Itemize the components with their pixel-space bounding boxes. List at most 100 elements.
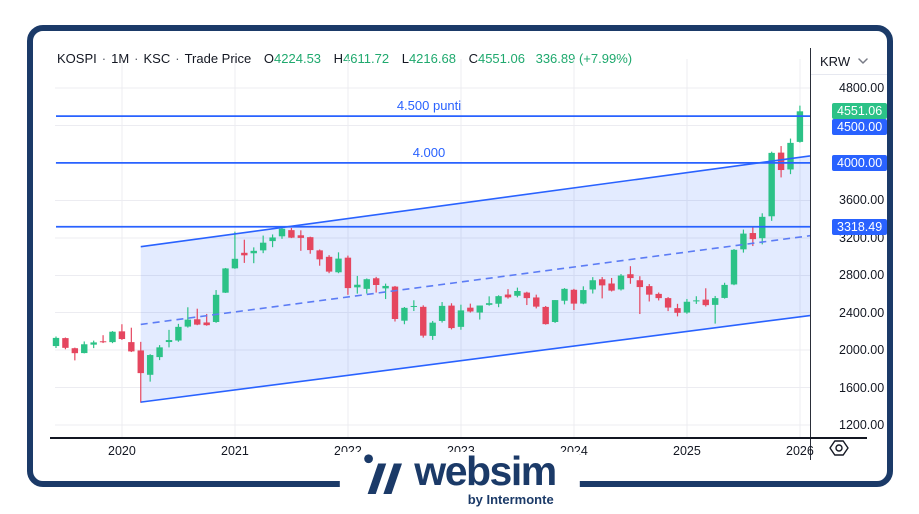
price-level-label: 4.000 [413,145,446,160]
candle-body [203,322,210,326]
candle-body [71,348,79,354]
candle-body [476,305,483,313]
candle-body [533,297,540,307]
candle-body [457,310,465,327]
candle-body [401,307,408,321]
price-scale-settings-icon[interactable] [828,439,850,462]
candle-body [693,300,700,302]
candle-body [372,278,380,286]
candle-body [241,252,248,256]
candle-body [194,319,201,325]
last-price-label: 4551.06 [832,103,887,120]
candle-body [137,350,144,374]
candle-body [542,306,549,325]
channel-top-line[interactable] [140,155,810,248]
interval-label[interactable]: 1M [111,51,130,66]
open-value: 4224.53 [274,51,322,66]
candle-body [514,290,521,296]
year-tick: 2026 [786,444,814,458]
candle-body [99,341,107,343]
candle-body [467,307,474,312]
candle-body [608,283,615,291]
candle-body [777,152,785,171]
level-price-label: 3318.49 [832,218,887,235]
trend-channel-fill [140,155,810,403]
currency-toggle-button[interactable]: KRW [811,48,887,75]
high-label: H [333,51,344,66]
candle-body [382,285,389,289]
candle-body [523,292,531,299]
price-axis[interactable]: KRW 4800.00 3600.00 3200.00 2800.00 2400.00 2… [810,48,887,460]
candlestick-chart[interactable]: 4.500 punti 4.000 [50,59,810,437]
candle-body [768,152,775,217]
price-tick: 1600.00 [839,380,885,395]
candle-body [438,305,446,321]
symbol-name[interactable]: KOSPI [57,51,97,66]
candle-body [598,279,606,286]
price-tick: 2400.00 [839,305,885,320]
candle-body [81,344,88,354]
candle-body [297,235,305,238]
change-value: 336.89 (+7.99%) [535,51,633,66]
candle-body [664,298,672,308]
currency-label: KRW [820,53,851,69]
candle-body [146,355,154,375]
close-value: 4551.06 [477,51,525,66]
candle-body [62,338,69,348]
chart-legend: KOSPI · 1M · KSC · Trade Price O4224.53 H4611.… [57,51,632,66]
candle-body [118,331,126,340]
candle-body [448,305,455,329]
candle-body [740,233,747,250]
price-tick: 2000.00 [839,343,885,358]
candle-body [702,299,709,306]
candle-body [796,111,804,142]
candle-body [429,322,436,336]
channel-bottom-line[interactable] [140,314,810,403]
candle-body [485,303,493,305]
price-tick: 2800.00 [839,268,885,283]
time-axis[interactable]: 2020 2021 2022 2023 2024 2025 2026 [50,437,867,467]
candle-body [711,298,719,305]
channel-mid-line[interactable] [140,234,810,326]
exchange-label: KSC [143,51,171,66]
candle-body [250,250,257,254]
candle-body [420,306,427,336]
separator: · [175,51,180,66]
candle-body [231,258,239,269]
candle-body [749,233,757,240]
websim-logo: websim by Intermonte [339,451,580,507]
candle-body [646,286,653,295]
websim-mark-icon [363,454,402,495]
candle-body [580,290,587,304]
candle-body [674,308,681,313]
candle-body [325,256,333,272]
brand-tagline: by Intermonte [467,492,554,507]
level-price-label: 4500.00 [832,119,887,136]
candle-body [561,288,568,301]
close-label: C [468,51,478,66]
chevron-down-icon [858,58,868,64]
candle-body [730,249,738,285]
candle-body [307,237,314,251]
price-tick: 1200.00 [839,418,885,433]
candle-body [278,228,286,237]
candle-body [288,230,295,238]
year-tick: 2020 [108,444,136,458]
year-tick: 2021 [221,444,249,458]
candle-body [316,250,323,260]
candle-body [721,284,728,298]
chart-frame: KOSPI · 1M · KSC · Trade Price O4224.53 H4611.… [27,25,893,487]
candle-body [495,296,502,304]
candle-body [128,342,135,352]
candle-body [109,331,116,343]
price-tick: 4800.00 [839,81,885,95]
price-tick: 3600.00 [839,193,885,208]
candle-body [344,257,352,289]
low-label: L [401,51,409,66]
candle-body [363,279,370,289]
high-value: 4611.72 [343,51,390,66]
separator: · [134,51,139,66]
candle-body [391,286,399,319]
low-value: 4216.68 [408,51,456,66]
